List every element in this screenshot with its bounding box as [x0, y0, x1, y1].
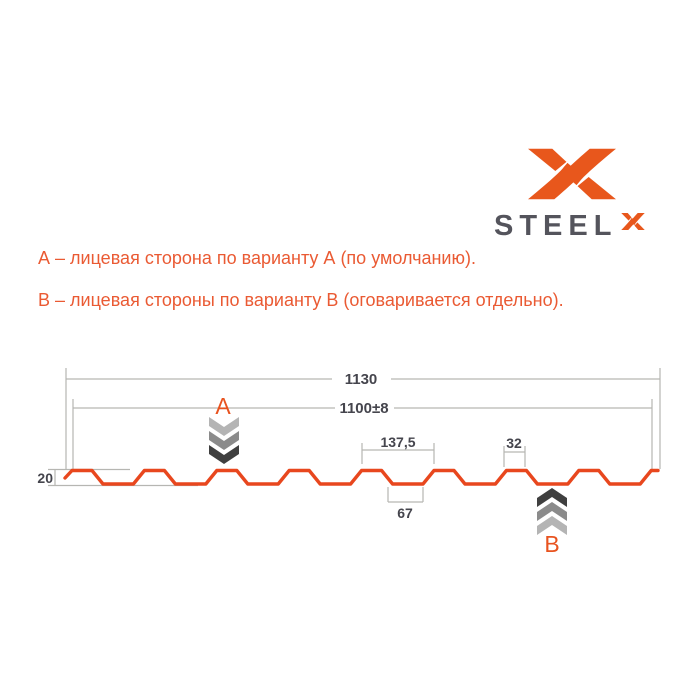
dim-1100-label: 1100±8 [339, 400, 388, 417]
chevron-a-dark [209, 445, 239, 464]
chevron-b-mid [537, 502, 567, 521]
logo-arm-bottom-left [528, 162, 578, 200]
dim-1130-label: 1130 [345, 371, 378, 388]
logo-arm-bottom-right [577, 177, 616, 200]
chevron-b-dark [537, 488, 567, 507]
chevron-b-light [537, 516, 567, 535]
logo-arm-top-right [566, 148, 616, 186]
logo-arm-top-left [528, 148, 567, 171]
brand-x-icon [621, 213, 645, 230]
marker-b-letter: В [544, 531, 559, 557]
steelx-logo-icon [528, 148, 616, 200]
chevron-a-light [209, 417, 239, 436]
extension-lines-1100 [72, 399, 653, 469]
brand-wordmark: STEEL [494, 210, 618, 242]
dimension-rib-bottom: 67 [387, 487, 424, 521]
extension-lines-1130 [65, 368, 661, 469]
chevron-a-mid [209, 431, 239, 450]
marker-b: В [537, 488, 567, 557]
dim-32-label: 32 [506, 435, 522, 451]
marker-a: А [209, 393, 239, 464]
note-variant-a: А – лицевая сторона по варианту А (по ум… [38, 248, 476, 268]
profile-outline [63, 468, 660, 486]
dimension-rib-top: 32 [503, 435, 526, 467]
dim-137-label: 137,5 [380, 434, 415, 450]
note-variant-b: В – лицевая стороны по варианту В (огова… [38, 290, 564, 310]
dim-20-label: 20 [37, 470, 53, 486]
dimension-total-width: 1130 [65, 368, 661, 469]
dim-67-label: 67 [397, 505, 413, 521]
marker-a-letter: А [215, 393, 231, 419]
dimension-working-width: 1100±8 [72, 399, 653, 469]
dimension-rib-pitch: 137,5 [361, 434, 435, 464]
